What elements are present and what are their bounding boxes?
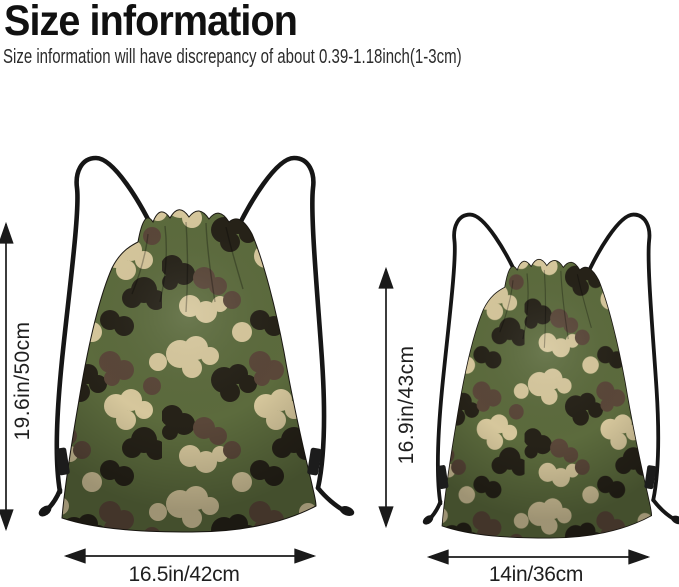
page-title: Size information (4, 0, 298, 45)
width-label-small: 14in/36cm (488, 563, 584, 586)
bag-small (419, 212, 679, 541)
bag-large (37, 158, 356, 532)
width-label-large: 16.5in/42cm (128, 563, 240, 586)
page-subtitle: Size information will have discrepancy o… (3, 46, 462, 68)
height-label-large: 19.6in/50cm (11, 321, 34, 441)
height-label-small: 16.9in/43cm (395, 345, 418, 465)
